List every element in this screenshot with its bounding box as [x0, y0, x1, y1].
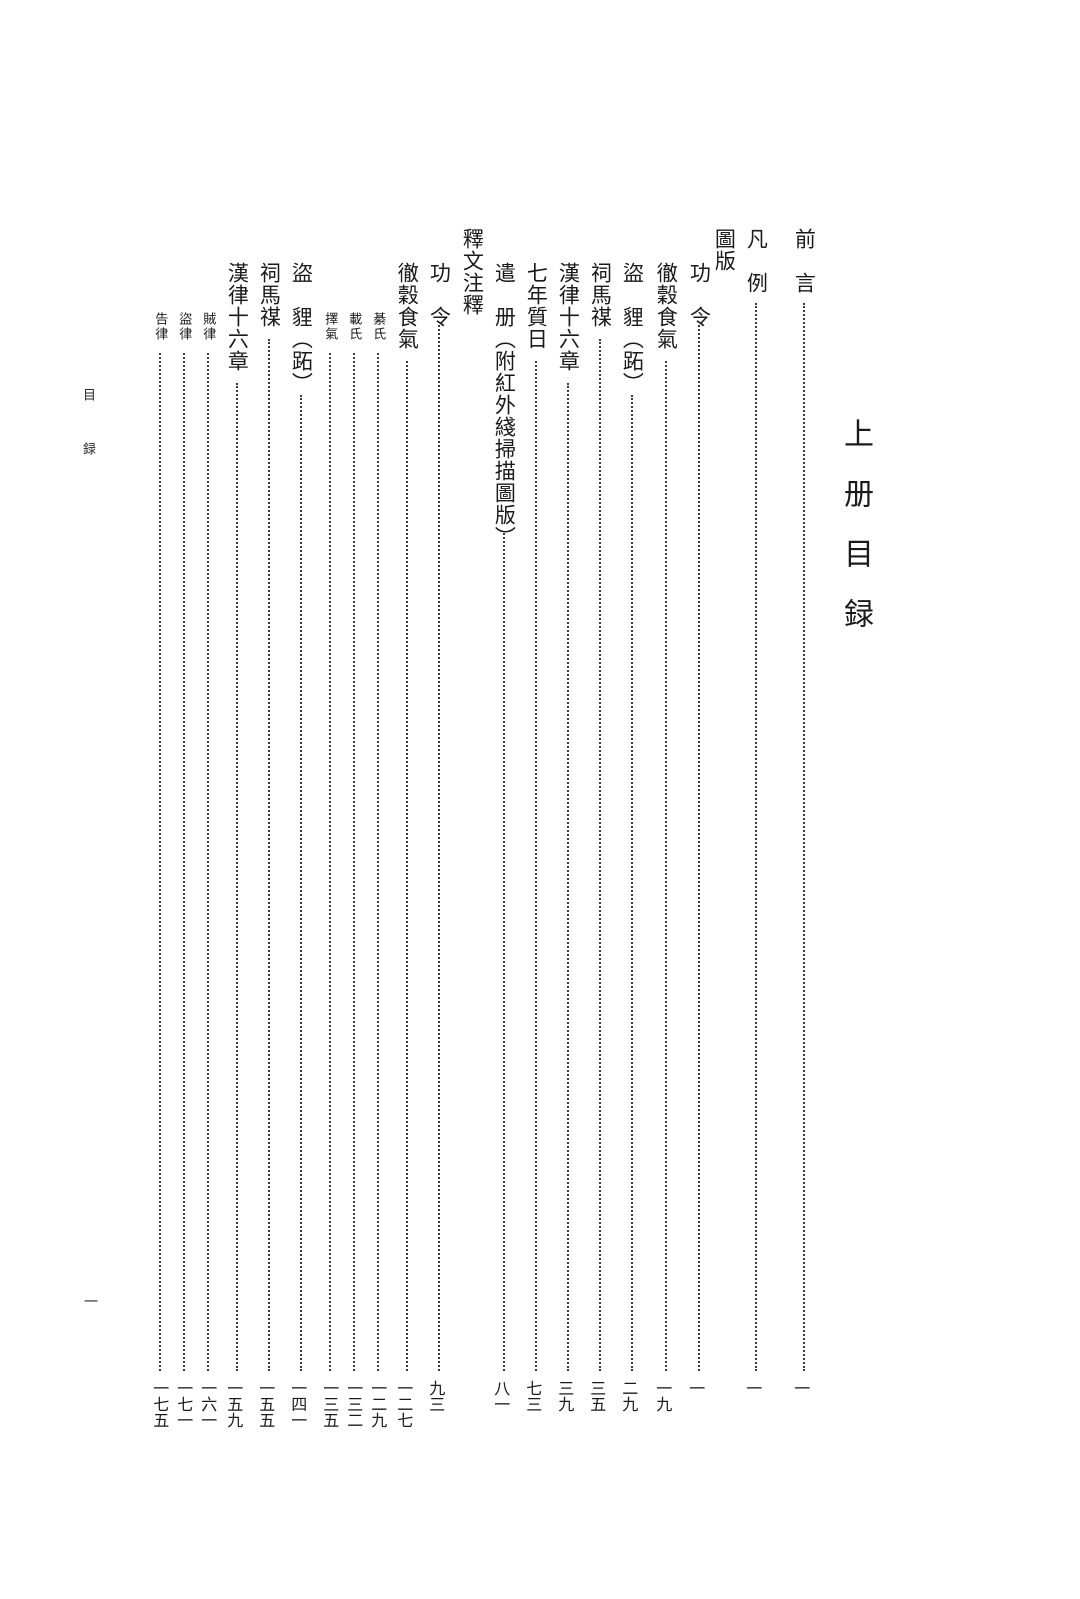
toc-dot-leader [236, 383, 238, 1371]
toc-entry[interactable]: 功 令 [427, 262, 452, 328]
toc-page-number: 一四一 [288, 1380, 308, 1428]
toc-entry[interactable]: 功 令 [687, 262, 712, 328]
toc-dot-leader [599, 339, 601, 1371]
toc-entry[interactable]: 七年質日 [524, 262, 549, 350]
toc-entry[interactable]: 遣 册（附紅外綫掃描圖版） [492, 262, 517, 548]
toc-dot-leader [438, 325, 440, 1371]
toc-entry-label: 遣 册（附紅外綫掃描圖版） [492, 262, 517, 548]
toc-entry-label: 功 令 [687, 262, 712, 328]
toc-entry-label: 載氏 [346, 312, 362, 342]
toc-entry-label: 漢律十六章 [556, 262, 581, 372]
toc-entry[interactable]: 徹穀食氣 [654, 262, 679, 350]
toc-entry-label: 祠馬禖 [588, 262, 613, 328]
toc-dot-leader [183, 353, 185, 1371]
toc-dot-leader [207, 353, 209, 1371]
toc-entry[interactable]: 載氏 [346, 312, 362, 342]
toc-dot-leader [406, 361, 408, 1371]
toc-entry-label: 釋文注釋 [460, 228, 485, 316]
toc-page-number: 一六一 [198, 1380, 218, 1428]
toc-dot-leader [300, 395, 302, 1371]
toc-dot-leader [567, 383, 569, 1371]
toc-dot-leader [665, 361, 667, 1371]
toc-page-number: 一七五 [150, 1380, 170, 1428]
running-header: 目 録 [80, 388, 95, 469]
toc-entry[interactable]: 綦氏 [370, 312, 386, 342]
toc-entry-label: 盜 貍（跖） [620, 262, 645, 394]
page-title: 上册目録 [838, 418, 873, 658]
toc-entry[interactable]: 釋文注釋 [460, 228, 485, 316]
toc-entry[interactable]: 盜 貍（跖） [289, 262, 314, 394]
toc-entry[interactable]: 賊律 [200, 312, 216, 342]
toc-entry-label: 盜律 [176, 312, 192, 342]
toc-dot-leader [698, 325, 700, 1371]
toc-dot-leader [268, 339, 270, 1371]
toc-entry-label: 七年質日 [524, 262, 549, 350]
toc-entry[interactable]: 擇氣 [322, 312, 338, 342]
toc-entry-label: 賊律 [200, 312, 216, 342]
toc-entry[interactable]: 徹穀食氣 [395, 262, 420, 350]
toc-dot-leader [755, 303, 757, 1371]
toc-dot-leader [159, 353, 161, 1371]
toc-entry-label: 圖版 [712, 228, 737, 272]
toc-page-number: 一二七 [394, 1380, 414, 1428]
toc-entry-label: 擇氣 [322, 312, 338, 342]
toc-dot-leader [329, 353, 331, 1371]
toc-page-number: 七三 [523, 1380, 543, 1412]
toc-entry-label: 功 令 [427, 262, 452, 328]
toc-entry-label: 前 言 [792, 228, 817, 294]
toc-page-number: 三五 [587, 1380, 607, 1412]
toc-entry-label: 綦氏 [370, 312, 386, 342]
toc-entry[interactable]: 圖版 [712, 228, 737, 272]
toc-entry[interactable]: 祠馬禖 [588, 262, 613, 328]
toc-entry[interactable]: 前 言 [792, 228, 817, 294]
toc-entry[interactable]: 盜律 [176, 312, 192, 342]
toc-entry[interactable]: 祠馬禖 [257, 262, 282, 328]
toc-page-number: 三九 [555, 1380, 575, 1412]
toc-dot-leader [353, 353, 355, 1371]
folio-number: 一 [82, 1294, 98, 1308]
toc-entry-label: 漢律十六章 [225, 262, 250, 372]
toc-page-number: 一五五 [256, 1380, 276, 1428]
toc-dot-leader [631, 395, 633, 1371]
toc-page-number: 一七一 [174, 1380, 194, 1428]
toc-page-number: 二九 [619, 1380, 639, 1412]
toc-dot-leader [803, 303, 805, 1371]
toc-entry[interactable]: 告律 [152, 312, 168, 342]
toc-dot-leader [503, 533, 505, 1371]
toc-page-number: 一九 [653, 1380, 673, 1412]
toc-dot-leader [377, 353, 379, 1371]
toc-page-number: 一二九 [368, 1380, 388, 1428]
toc-dot-leader [535, 361, 537, 1371]
toc-page-number: 一 [743, 1380, 763, 1396]
toc-entry-label: 凡 例 [744, 228, 769, 294]
toc-page-number: 九三 [426, 1380, 446, 1412]
toc-page-number: 一五九 [224, 1380, 244, 1428]
toc-page-number: 一 [791, 1380, 811, 1396]
toc-page-number: 八一 [491, 1380, 511, 1412]
toc-entry[interactable]: 凡 例 [744, 228, 769, 294]
toc-entry-label: 徹穀食氣 [395, 262, 420, 350]
toc-page-number: 一三五 [320, 1380, 340, 1428]
toc-entry-label: 祠馬禖 [257, 262, 282, 328]
toc-entry-label: 盜 貍（跖） [289, 262, 314, 394]
toc-page-number: 一三二 [344, 1380, 364, 1428]
toc-entry-label: 告律 [152, 312, 168, 342]
toc-page-number: 一 [686, 1380, 706, 1396]
toc-entry[interactable]: 漢律十六章 [556, 262, 581, 372]
toc-entry[interactable]: 盜 貍（跖） [620, 262, 645, 394]
toc-entry-label: 徹穀食氣 [654, 262, 679, 350]
toc-entry[interactable]: 漢律十六章 [225, 262, 250, 372]
